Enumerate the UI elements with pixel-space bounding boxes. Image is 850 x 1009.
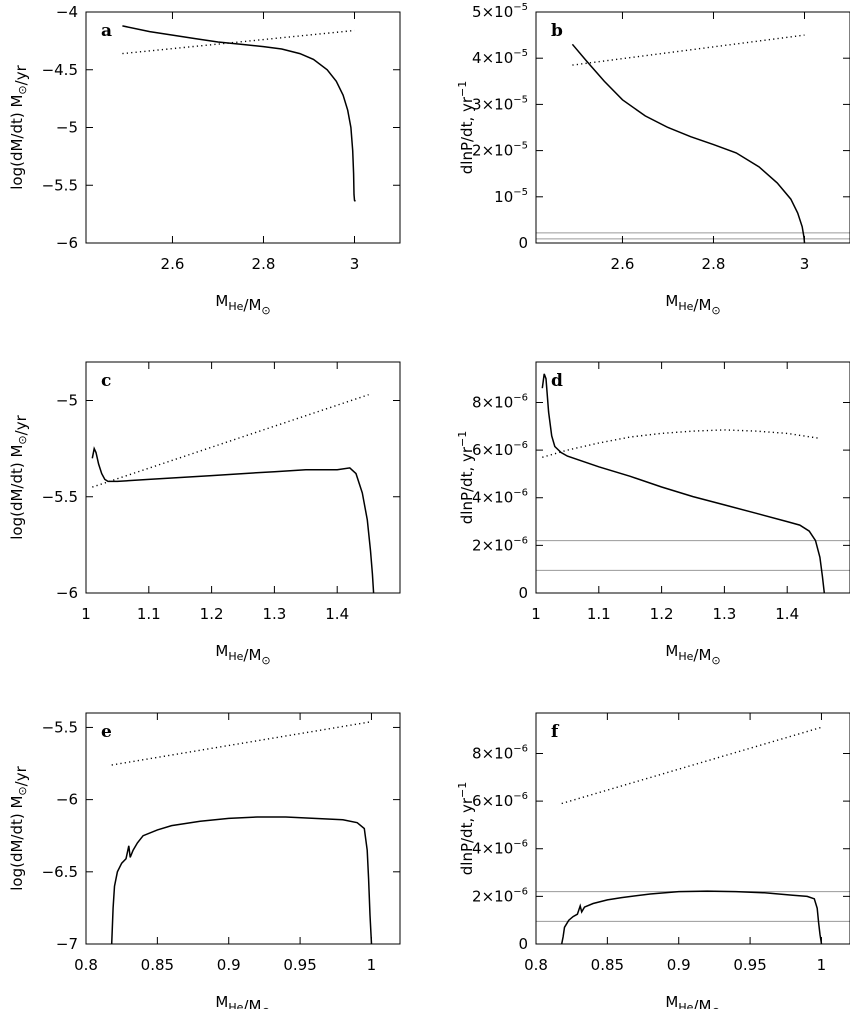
panel-d-y-tick-label: 8×10−6	[472, 392, 528, 411]
panel-a-series-solid	[122, 25, 356, 202]
panel-b-y-tick-label: 2×10−5	[472, 141, 528, 160]
panel-a-x-tick-label: 2.8	[252, 255, 276, 273]
panel-c-y-tick-label: −5.5	[42, 488, 78, 506]
panel-f-series-dotted	[561, 726, 822, 805]
panel-c-series-dotted	[92, 394, 369, 488]
panel-f-x-tick-label: 0.85	[591, 956, 624, 974]
panel-b-y-axis-label: dlnP/dt, yr−1	[456, 81, 476, 175]
panel-d-y-tick-label: 0	[518, 584, 528, 602]
panel-a-letter: a	[101, 21, 112, 41]
panel-b-x-tick-label: 2.6	[611, 255, 635, 273]
panel-e-letter: e	[101, 722, 112, 742]
panel-b-y-tick-label: 10−5	[494, 187, 528, 206]
panel-d-y-tick-label: 4×10−6	[472, 488, 528, 507]
panel-f-x-tick-label: 0.95	[733, 956, 766, 974]
panel-e-frame	[85, 712, 401, 945]
panel-f-frame	[535, 712, 850, 945]
panel-b-letter: b	[551, 21, 563, 41]
panel-d-x-axis-label: MHe/M⊙	[665, 642, 720, 667]
panel-c-series-solid	[91, 446, 375, 594]
panel-e-x-axis-label: MHe/M⊙	[215, 993, 270, 1009]
panel-f-y-tick-label: 8×10−6	[472, 743, 528, 762]
panel-b-y-tick-label: 3×10−5	[472, 94, 528, 113]
panel-e-y-tick-label: −5.5	[42, 718, 78, 736]
panel-c-x-axis-label: MHe/M⊙	[215, 642, 270, 667]
panel-a-x-tick-label: 2.6	[161, 255, 185, 273]
panel-d-y-tick-label: 6×10−6	[472, 440, 528, 459]
panel-d-x-tick-label: 1	[531, 605, 541, 623]
panel-f-x-tick-label: 1	[817, 956, 827, 974]
panel-f-y-axis-label: dlnP/dt, yr−1	[456, 782, 476, 876]
panel-e-x-tick-label: 0.9	[217, 956, 241, 974]
panel-b-y-tick-label: 5×10−5	[472, 2, 528, 21]
panel-d-x-tick-label: 1.1	[587, 605, 611, 623]
panel-d-frame	[535, 361, 850, 594]
panel-e-x-tick-label: 0.8	[74, 956, 98, 974]
panel-c-frame	[85, 361, 401, 594]
panel-f-y-tick-label: 2×10−6	[472, 886, 528, 905]
panel-d-series-solid	[541, 373, 826, 594]
panel-b: 2.6 2.8 3 0 10−5 2×10−5 3×10−5 4×10−5 5×10−5 MHe/…	[456, 2, 850, 317]
panel-d-series-dotted	[542, 429, 819, 458]
panel-f-x-tick-label: 0.9	[667, 956, 691, 974]
panel-b-series-dotted	[572, 34, 805, 66]
panel-a-y-axis-label: log(dM/dt) M⊙/yr	[8, 64, 30, 189]
panel-b-x-tick-label: 3	[800, 255, 810, 273]
panel-b-x-axis-label: MHe/M⊙	[665, 292, 720, 317]
panel-f-series-solid	[560, 890, 823, 945]
panel-c-y-tick-label: −6	[56, 584, 78, 602]
panel-e-y-axis-label: log(dM/dt) M⊙/yr	[8, 765, 30, 890]
panel-a-y-tick-label: −4	[56, 3, 78, 21]
panel-d-x-tick-label: 1.2	[650, 605, 674, 623]
panel-e-x-tick-label: 0.95	[283, 956, 316, 974]
panel-c-x-tick-label: 1.4	[325, 605, 349, 623]
panel-f-y-tick-label: 0	[518, 935, 528, 953]
panel-b-y-tick-label: 4×10−5	[472, 48, 528, 67]
panel-c-x-tick-label: 1.1	[137, 605, 161, 623]
panel-c-x-tick-label: 1.2	[200, 605, 224, 623]
panel-f-y-tick-label: 6×10−6	[472, 791, 528, 810]
panel-f-x-tick-label: 0.8	[524, 956, 548, 974]
panel-d-x-tick-label: 1.3	[712, 605, 736, 623]
panel-b-frame	[535, 11, 850, 244]
panel-e-y-tick-label: −6.5	[42, 863, 78, 881]
panel-c-x-tick-label: 1	[81, 605, 91, 623]
panel-a-y-tick-label: −5	[56, 119, 78, 137]
panel-c-letter: c	[101, 371, 111, 391]
panel-e-x-tick-label: 1	[367, 956, 377, 974]
panel-f-letter: f	[551, 722, 560, 742]
panel-d-letter: d	[551, 371, 563, 391]
panel-a-y-tick-label: −5.5	[42, 176, 78, 194]
panel-c-y-axis-label: log(dM/dt) M⊙/yr	[8, 414, 30, 539]
panel-b-series-solid	[571, 43, 806, 244]
panel-e-x-tick-label: 0.85	[141, 956, 174, 974]
panel-d-y-tick-label: 2×10−6	[472, 535, 528, 554]
panel-f-x-axis-label: MHe/M⊙	[665, 993, 720, 1009]
panel-b-y-tick-label: 0	[518, 234, 528, 252]
panel-d-y-axis-label: dlnP/dt, yr−1	[456, 431, 476, 525]
panel-f: 0.8 0.85 0.9 0.95 1 0 2×10−6 4×10−6 6×10−6 8×10−6…	[456, 712, 850, 1009]
panel-b-x-tick-label: 2.8	[702, 255, 726, 273]
panel-e-y-tick-label: −6	[56, 791, 78, 809]
panel-e-series-dotted	[111, 721, 372, 766]
panel-f-y-tick-label: 4×10−6	[472, 839, 528, 858]
panel-a-series-dotted	[122, 29, 355, 55]
panel-a-x-tick-label: 3	[350, 255, 360, 273]
panel-a-frame	[85, 11, 401, 244]
panel-d: 1 1.1 1.2 1.3 1.4 0 2×10−6 4×10−6 6×10−6 8×10−6 MH…	[456, 361, 850, 667]
panel-a-x-axis-label: MHe/M⊙	[215, 292, 270, 317]
panel-e-series-solid	[110, 816, 373, 945]
panel-a-y-tick-label: −4.5	[42, 61, 78, 79]
panel-c: 1 1.1 1.2 1.3 1.4 −5 −5.5 −6 MHe/M⊙ log(dM/dt) M⊙…	[8, 361, 401, 667]
panel-c-x-tick-label: 1.3	[262, 605, 286, 623]
panel-e-y-tick-label: −7	[56, 935, 78, 953]
panel-a-y-tick-label: −6	[56, 234, 78, 252]
panel-d-x-tick-label: 1.4	[775, 605, 799, 623]
panel-e: 0.8 0.85 0.9 0.95 1 −5.5 −6 −6.5 −7 MHe/M⊙ log(dM/…	[8, 712, 401, 1009]
panel-a: 2.6 2.8 3 −4 −4.5 −5 −5.5 −6 MHe/M⊙ log(dM/dt) M⊙…	[8, 3, 401, 317]
panel-c-y-tick-label: −5	[56, 392, 78, 410]
